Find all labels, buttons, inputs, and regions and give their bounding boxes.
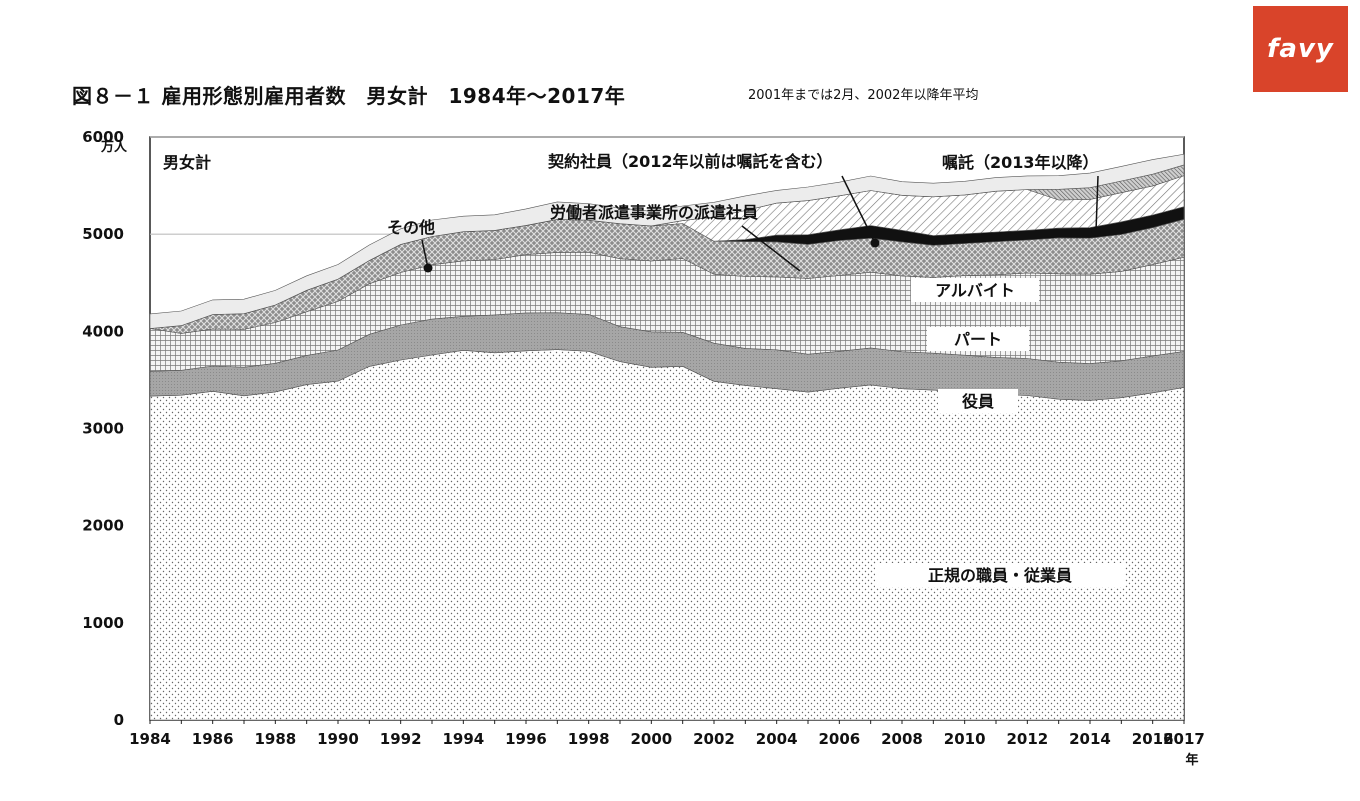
x-tick-label: 2000 bbox=[630, 730, 672, 748]
series-annotation: アルバイト bbox=[935, 281, 1015, 300]
area-series-8 bbox=[149, 153, 1185, 329]
label-box bbox=[875, 563, 1125, 587]
x-tick-label: 2014 bbox=[1069, 730, 1111, 748]
series-annotation: その他 bbox=[387, 218, 435, 237]
data-period-note: 2001年までは2月、2002年以降年平均 bbox=[748, 88, 979, 103]
x-tick-label: 1988 bbox=[254, 730, 296, 748]
x-tick-label: 1986 bbox=[192, 730, 234, 748]
x-tick-label: 1998 bbox=[568, 730, 610, 748]
y-tick-label: 6000 bbox=[82, 128, 124, 146]
y-unit-label: 万人 bbox=[100, 139, 128, 155]
area-series-1 bbox=[149, 349, 1185, 721]
x-tick-label: 2012 bbox=[1006, 730, 1048, 748]
series-annotation: パート bbox=[954, 330, 1002, 349]
series-annotation: 契約社員（2012年以前は嘱託を含む） bbox=[547, 152, 833, 171]
x-tick-label: 1984 bbox=[129, 730, 171, 748]
x-tick-label: 2006 bbox=[818, 730, 860, 748]
y-tick-label: 3000 bbox=[82, 420, 124, 438]
y-tick-label: 2000 bbox=[82, 517, 124, 535]
x-year-suffix: 年 bbox=[1185, 752, 1198, 768]
y-tick-label: 5000 bbox=[82, 225, 124, 243]
annotation-dot bbox=[1091, 226, 1101, 236]
annotation-pointer bbox=[1095, 175, 1099, 232]
x-tick-label: 1996 bbox=[505, 730, 547, 748]
label-box bbox=[938, 389, 1018, 413]
y-tick-label: 1000 bbox=[82, 614, 124, 632]
x-tick-label: 1992 bbox=[380, 730, 422, 748]
x-tick-label: 2017 bbox=[1163, 730, 1205, 748]
logo-text: favy bbox=[1267, 34, 1334, 64]
y-tick-label: 4000 bbox=[82, 322, 124, 340]
x-tick-label: 2016 bbox=[1132, 730, 1174, 748]
series-annotation: 労働者派遣事業所の派遣社員 bbox=[550, 203, 758, 222]
annotation-dot bbox=[870, 238, 880, 248]
label-box bbox=[911, 278, 1039, 302]
x-tick-label: 1990 bbox=[317, 730, 359, 748]
favy-logo[interactable]: favy bbox=[1253, 6, 1348, 92]
x-tick-label: 2002 bbox=[693, 730, 735, 748]
annotation-pointer bbox=[841, 175, 876, 244]
annotation-pointer bbox=[421, 239, 429, 269]
series-annotation: 嘱託（2013年以降） bbox=[942, 153, 1099, 172]
series-annotation: 男女計 bbox=[163, 153, 211, 172]
y-tick-label: 0 bbox=[114, 711, 124, 729]
chart-page-title: 図８－１ 雇用形態別雇用者数 男女計 1984年～2017年 bbox=[72, 84, 626, 108]
label-box bbox=[927, 327, 1029, 351]
series-annotation: 正規の職員・従業員 bbox=[928, 566, 1072, 585]
x-tick-label: 1994 bbox=[442, 730, 484, 748]
x-tick-label: 2004 bbox=[756, 730, 798, 748]
annotation-pointer bbox=[741, 225, 801, 272]
x-tick-label: 2010 bbox=[944, 730, 986, 748]
series-annotation: 役員 bbox=[962, 392, 994, 411]
annotation-dot bbox=[423, 263, 433, 273]
x-tick-label: 2008 bbox=[881, 730, 923, 748]
